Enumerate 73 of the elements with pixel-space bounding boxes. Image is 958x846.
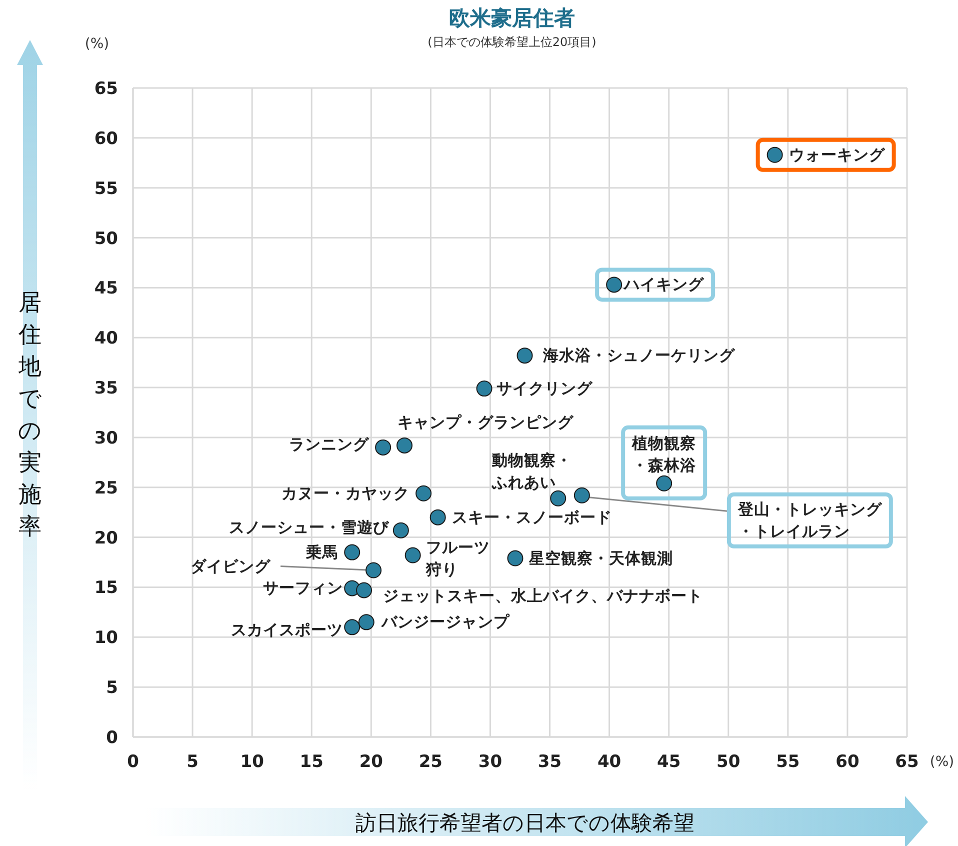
- annotation: キャンプ・グランピング: [397, 413, 574, 432]
- chart-subtitle: (日本での体験希望上位20項目): [428, 35, 596, 49]
- x-tick-label: 15: [300, 752, 324, 772]
- text: (%): [84, 36, 110, 52]
- y-tick-label: 10: [94, 628, 118, 648]
- y-tick-label: 0: [106, 728, 118, 748]
- annotation: ウォーキング: [788, 146, 886, 164]
- annotation: バンジージャンプ: [380, 613, 510, 632]
- y-tick-label: 5: [106, 678, 118, 698]
- point: [476, 380, 492, 397]
- annotation: 動物観察・ふれあい: [491, 450, 572, 492]
- x-tick-label: 5: [186, 752, 198, 772]
- annotation: フルーツ狩り: [424, 538, 490, 578]
- annotation: スノーシュー・雪遊び: [228, 518, 390, 536]
- annotation: 海水浴・シュノーケリング: [542, 346, 736, 365]
- point: [656, 475, 672, 492]
- point: [416, 485, 432, 502]
- x-tick-label: 0: [127, 752, 140, 772]
- x-tick-label: 60: [836, 752, 860, 772]
- point: [574, 487, 590, 504]
- chart-title: 欧米豪居住者: [449, 6, 575, 30]
- x-tick-label: 45: [657, 752, 681, 772]
- annotation: サーフィン: [263, 579, 344, 598]
- annotation: 乗馬: [305, 543, 338, 562]
- point: [606, 276, 622, 293]
- x-axis-title: 訪日旅行希望者の日本での体験希望: [356, 811, 694, 835]
- annotation: ジェットスキー、水上バイク、バナナボート: [383, 587, 704, 606]
- point: [550, 490, 566, 506]
- point: [366, 562, 382, 578]
- point: [516, 348, 533, 364]
- point: [392, 522, 409, 538]
- point: [396, 437, 412, 454]
- point: [358, 614, 374, 630]
- x-tick-label: 35: [538, 752, 562, 772]
- point: [375, 439, 392, 456]
- y-tick-label: 35: [94, 378, 118, 399]
- y-tick-label: 15: [94, 578, 118, 598]
- y-tick-label: 50: [94, 228, 118, 249]
- annotation: ランニング: [289, 435, 370, 454]
- annotation: ハイキング: [623, 276, 706, 294]
- annotation: スカイスポーツ: [231, 621, 344, 640]
- y-tick-label: 45: [94, 278, 118, 299]
- y-tick-label: 60: [94, 128, 118, 149]
- annotation: ダイビング: [190, 557, 272, 576]
- x-tick-label: 50: [716, 752, 740, 772]
- x-tick-label: 40: [597, 752, 622, 772]
- x-tick-label: 20: [359, 752, 384, 772]
- y-tick-label: 65: [94, 79, 118, 99]
- annotation: 植物観察・森林浴: [631, 433, 698, 474]
- point: [404, 547, 421, 564]
- annotation: 登山・トレッキング・トレイルラン: [736, 500, 883, 540]
- y-tick-label: 30: [94, 428, 118, 448]
- point: [507, 550, 524, 566]
- annotation: スキー・スノーボード: [452, 508, 612, 526]
- x-tick-label: 10: [240, 752, 264, 772]
- point: [344, 619, 360, 636]
- point: [430, 509, 446, 526]
- y-tick-label: 25: [94, 478, 118, 498]
- point: [766, 146, 783, 163]
- point: [344, 544, 360, 560]
- y-axis-title: 居住地での実施率: [18, 290, 42, 540]
- annotation: サイクリング: [496, 380, 594, 398]
- x-tick-label: 65: [895, 752, 919, 772]
- annotation: 星空観察・天体観測: [528, 548, 674, 568]
- annotation: カヌー・カヤック: [282, 484, 410, 502]
- y-tick-label: 40: [94, 328, 118, 349]
- point: [356, 582, 372, 598]
- text: (%): [930, 754, 954, 770]
- x-tick-label: 55: [776, 752, 800, 772]
- x-tick-label: 30: [478, 752, 502, 772]
- y-tick-label: 20: [94, 528, 118, 548]
- y-tick-label: 55: [94, 178, 118, 199]
- x-tick-label: 25: [418, 752, 443, 772]
